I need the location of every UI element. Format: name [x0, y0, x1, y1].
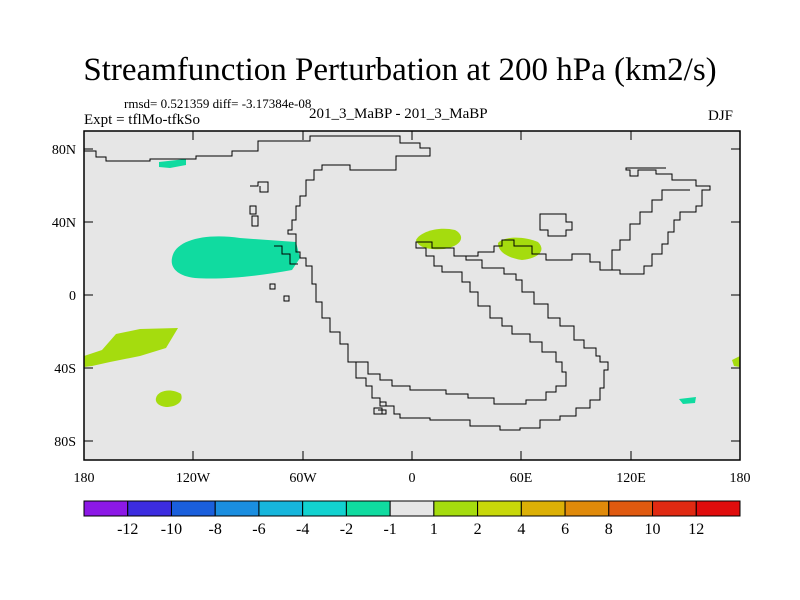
coastline-eurasia	[466, 167, 711, 275]
colorbar-label-6: -1	[383, 521, 396, 538]
lat-label-80n: 80N	[52, 143, 76, 158]
anomaly-positive-middle-east	[498, 237, 542, 260]
colorbar-box-10	[520, 500, 566, 517]
colorbar-label-7: 1	[430, 521, 438, 538]
coastline-island-2	[251, 215, 259, 227]
colorbar-label-3: -6	[252, 521, 265, 538]
coastline-greenland	[250, 181, 269, 193]
season-label: DJF	[708, 108, 734, 124]
colorbar-label-5: -2	[340, 521, 353, 538]
colorbar	[83, 500, 741, 517]
lat-label-40s: 40S	[54, 362, 76, 377]
experiment-label: Expt = tflMo-tfkSo	[84, 112, 200, 128]
colorbar-box-0	[83, 500, 129, 517]
lat-label-80s: 80S	[54, 435, 76, 450]
colorbar-label-1: -10	[161, 521, 182, 538]
lon-label-60w: 60W	[289, 471, 317, 486]
colorbar-box-4	[258, 500, 304, 517]
anomaly-positive-east-edge	[732, 356, 740, 367]
colorbar-label-2: -8	[209, 521, 222, 538]
coastline-inland-sea	[539, 213, 573, 237]
colorbar-box-3	[214, 500, 260, 517]
colorbar-box-13	[652, 500, 697, 517]
coastline-island-6	[379, 401, 387, 407]
coastline-east-asia	[604, 189, 690, 271]
colorbar-label-11: 8	[605, 521, 613, 538]
colorbar-box-12	[608, 500, 654, 517]
lon-label-0: 0	[409, 471, 416, 486]
colorbar-box-5	[302, 500, 347, 517]
colorbar-box-6	[345, 500, 391, 517]
colorbar-label-9: 4	[517, 521, 525, 538]
ocean-background	[84, 131, 740, 460]
coastline-island-1	[249, 205, 257, 215]
colorbar-label-4: -4	[296, 521, 309, 538]
comparison-label: 201_3_MaBP - 201_3_MaBP	[309, 106, 488, 122]
anomaly-negative-atlantic	[171, 236, 300, 279]
coastline-central-america	[274, 245, 298, 265]
map-title: Streamfunction Perturbation at 200 hPa (…	[83, 52, 717, 88]
coastline-island-4	[283, 295, 290, 302]
lat-label-40n: 40N	[52, 216, 76, 231]
coastline-southern-tip	[378, 409, 387, 415]
colorbar-label-10: 6	[561, 521, 569, 538]
colorbar-labels: -12 -10 -8 -6 -4 -2 -1 1 2 4 6 8 10 12	[117, 521, 704, 538]
anomaly-positive-south-pacific-small	[155, 390, 182, 407]
colorbar-box-8	[433, 500, 479, 517]
colorbar-label-8: 2	[474, 521, 482, 538]
lat-tick-marks	[84, 148, 740, 442]
anomaly-negative-arctic	[159, 159, 186, 168]
colorbar-label-0: -12	[117, 521, 138, 538]
lon-label-180e: 180	[730, 471, 751, 486]
anomaly-negative-south	[679, 397, 696, 404]
lon-tick-marks	[83, 131, 741, 460]
colorbar-box-9	[477, 500, 522, 517]
lon-label-120w: 120W	[176, 471, 211, 486]
colorbar-label-12: 10	[645, 521, 661, 538]
coastline-americas-europe-africa	[287, 155, 609, 431]
lon-label-180w: 180	[74, 471, 95, 486]
colorbar-box-7	[389, 500, 435, 517]
coastline-island-3	[269, 283, 276, 290]
anomaly-positive-south-pacific	[84, 328, 178, 367]
anomaly-positive-mediterranean	[416, 228, 462, 250]
anomaly-fills	[84, 159, 740, 407]
lat-label-0: 0	[69, 289, 76, 304]
colorbar-box-2	[170, 500, 216, 517]
coastline-polar-north	[84, 135, 431, 162]
rmsd-stats: rmsd= 0.521359 diff= -3.17384e-08	[124, 96, 312, 111]
colorbar-box-14	[695, 500, 741, 517]
land-outlines	[84, 135, 711, 431]
colorbar-box-1	[127, 500, 172, 517]
lon-label-60e: 60E	[510, 471, 533, 486]
lon-label-120e: 120E	[616, 471, 646, 486]
colorbar-box-11	[564, 500, 610, 517]
colorbar-label-13: 12	[688, 521, 704, 538]
